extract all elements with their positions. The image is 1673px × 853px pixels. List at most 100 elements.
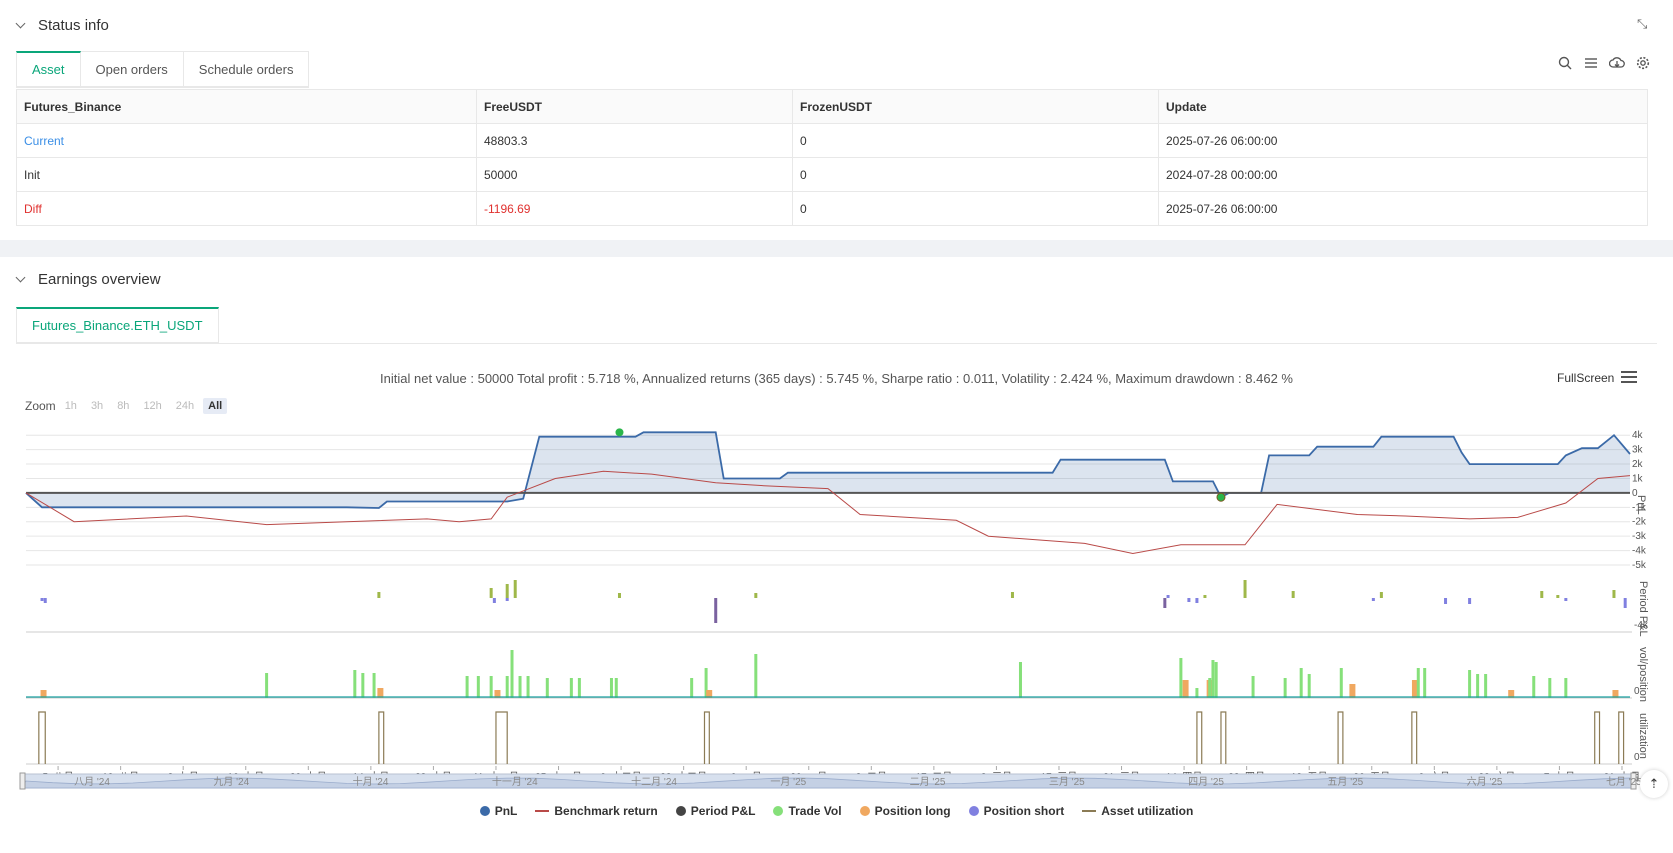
trade-vol-bar [1018,662,1022,698]
navigator-tick-label: 十一月 '24 [492,775,538,788]
cell-update: 2025-07-26 06:00:00 [1158,123,1648,158]
cloud-download-icon[interactable] [1608,56,1625,72]
row-label-current[interactable]: Current [16,123,477,158]
legend-period-pnl[interactable]: Period P&L [675,804,755,818]
period-bar [1243,580,1247,598]
trade-vol-bar [1307,674,1311,698]
y-tick-label: -2k [1632,517,1647,528]
trade-marker [615,428,624,437]
zoom-24h[interactable]: 24h [175,400,195,412]
period-bar [1540,591,1544,598]
tab-eth-usdt[interactable]: Futures_Binance.ETH_USDT [16,307,219,343]
zoom-label: Zoom [25,399,56,413]
gear-icon[interactable] [1635,56,1651,72]
pane-axis-title: Period P&L [1637,581,1649,637]
period-bar [43,598,47,603]
pane-axis-title: vol/position [1637,647,1649,702]
navigator-handle-right [1630,772,1637,790]
col-header: FrozenUSDT [792,89,1159,124]
navigator-tick-label: 五月 '25 [1327,776,1363,788]
navigator-tick-label: 二月 '25 [910,776,946,788]
expand-icon[interactable]: ⤡ [1637,16,1648,31]
cell-frozen: 0 [792,191,1159,226]
fullscreen-button[interactable]: FullScreen [1557,371,1615,385]
trade-vol-bar [1416,668,1420,698]
period-bar [40,598,44,601]
tab-asset[interactable]: Asset [16,51,81,87]
benchmark-line [25,470,1631,555]
list-icon[interactable] [1583,56,1599,72]
tab-schedule-orders[interactable]: Schedule orders [183,51,310,87]
chevron-down-icon[interactable] [16,274,26,284]
legend-pnl[interactable]: PnL [479,804,517,818]
period-bar [505,584,509,598]
legend-position-long[interactable]: Position long [859,804,951,818]
y-tick-label: -5k [1632,560,1647,571]
table-row: Current 48803.3 0 2025-07-26 06:00:00 [16,123,1648,158]
tab-open-orders[interactable]: Open orders [80,51,184,87]
menu-icon[interactable] [1621,371,1637,383]
navigator-tick-label: 十月 '24 [353,775,389,788]
earnings-summary: Initial net value : 50000 Total profit :… [380,371,1293,386]
pnl-area [26,432,1630,508]
table-row: Diff -1196.69 0 2025-07-26 06:00:00 [16,191,1648,226]
navigator-tick-label: 八月 '24 [74,776,110,788]
trade-vol-bar [545,678,549,698]
zoom-3h[interactable]: 3h [90,400,104,412]
trade-vol-bar [1548,678,1552,698]
navigator-tick-label: 六月 '25 [1467,776,1503,788]
period-bar [1371,598,1375,601]
period-bar [1010,592,1014,598]
period-bar [617,593,621,598]
period-bar [1556,595,1560,598]
cell-update: 2025-07-26 06:00:00 [1158,191,1648,226]
period-bar [1444,598,1448,604]
trade-vol-bar [265,673,269,698]
y-tick-label: 4k [1632,430,1644,441]
legend-position-short[interactable]: Position short [968,804,1064,818]
scroll-top-button[interactable]: ⇡ [1640,770,1668,798]
trade-vol-bar [1251,676,1255,698]
trade-vol-bar [1411,680,1418,698]
y-tick-label: -4k [1632,546,1647,557]
legend-asset-utilization[interactable]: Asset utilization [1082,804,1193,818]
trade-vol-bar [494,690,501,698]
trade-vol-bar [353,670,357,698]
period-bar [513,580,517,598]
period-bar [1291,591,1295,598]
trade-vol-bar [706,690,713,698]
cell-frozen: 0 [792,157,1159,192]
legend-trade-vol[interactable]: Trade Vol [773,804,842,818]
legend-benchmark[interactable]: Benchmark return [535,804,658,818]
zoom-12h[interactable]: 12h [143,400,162,412]
status-tabs: Asset Open orders Schedule orders [16,51,310,88]
trade-vol-bar [614,678,618,698]
trade-vol-bar [40,690,47,698]
utilization-pulse [1594,711,1601,764]
col-header: Futures_Binance [16,89,477,124]
trade-vol-bar [690,678,694,698]
trade-marker [1216,492,1226,502]
trade-vol-bar [577,678,581,698]
zoom-8h[interactable]: 8h [117,400,130,412]
pane-axis-title: utilization [1637,713,1649,759]
earnings-header[interactable]: Earnings overview [16,269,161,289]
trade-vol-bar [505,676,509,698]
trade-vol-bar [1299,668,1303,698]
utilization-pulse [1337,711,1344,764]
zoom-all[interactable]: All [203,398,228,414]
trade-vol-bar [1468,670,1472,698]
trade-vol-bar [1484,674,1488,698]
status-header[interactable]: Status info [16,15,109,35]
trade-vol-bar [361,673,365,698]
utilization-pulse [703,711,710,764]
navigator-tick-label: 一月 '25 [770,776,806,788]
trade-vol-bar [1339,668,1343,698]
zoom-1h[interactable]: 1h [64,400,77,412]
navigator-tick-label: 三月 '25 [1049,776,1085,788]
trade-vol-bar [1283,678,1287,698]
search-icon[interactable] [1557,56,1573,72]
chevron-down-icon[interactable] [16,20,26,30]
period-bar [1203,595,1207,598]
